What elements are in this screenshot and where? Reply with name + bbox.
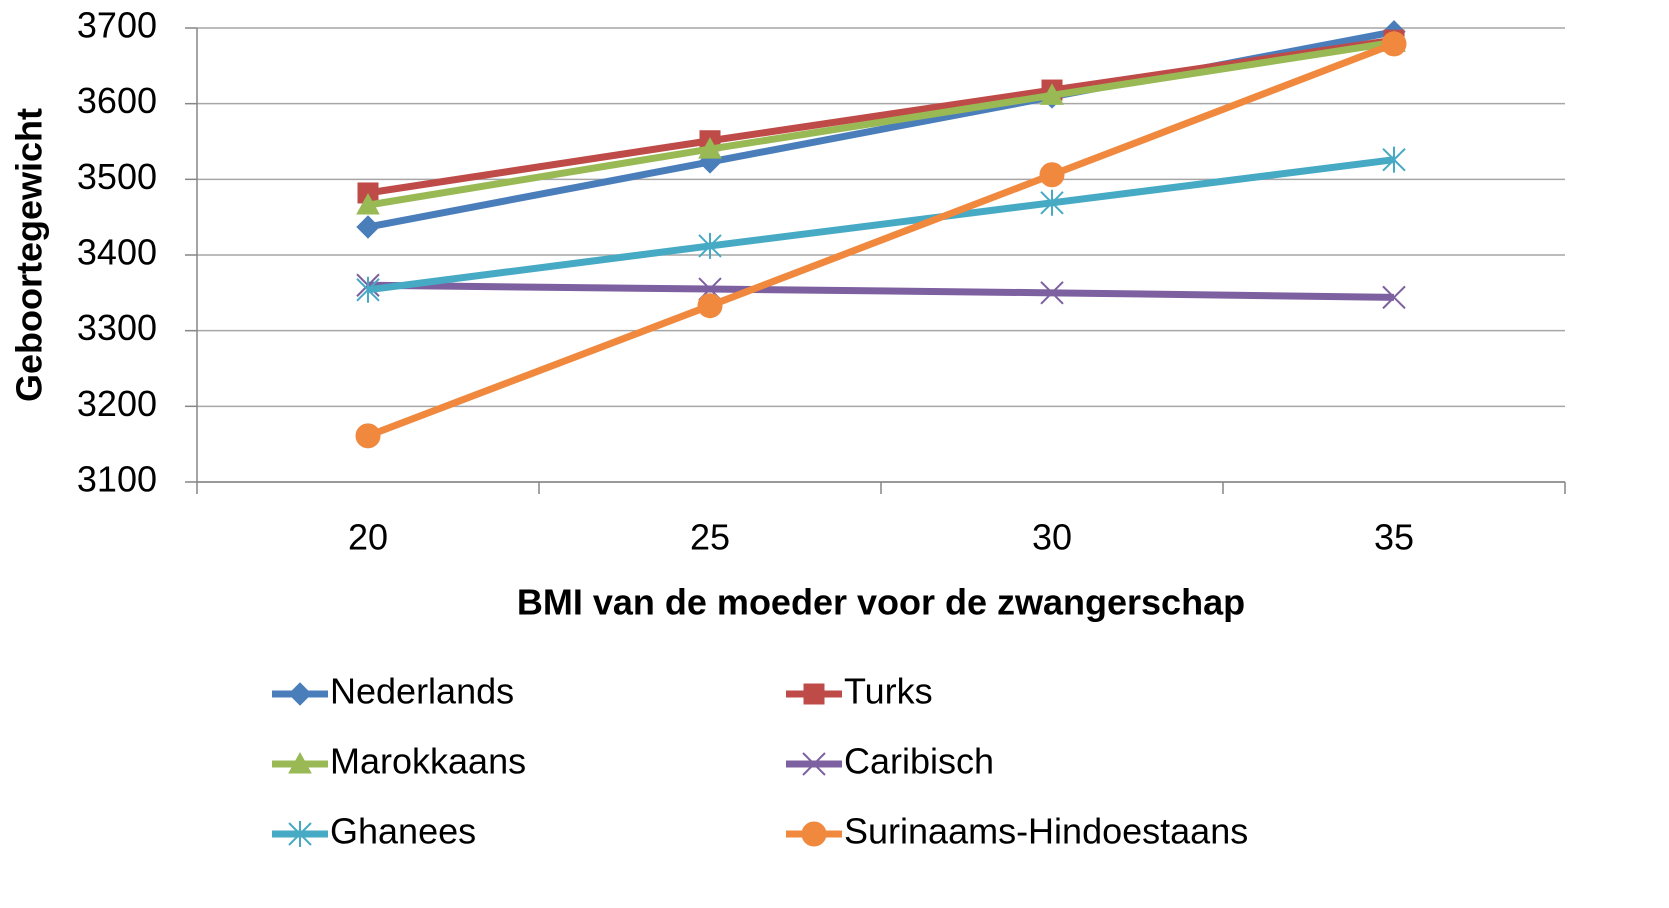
legend-label: Marokkaans [330,741,526,782]
legend-marker [803,683,825,705]
marker [697,293,723,319]
legend-marker [288,751,312,774]
line [367,38,1395,209]
marker [356,215,380,239]
y-tick-label: 3100 [77,459,157,500]
legend-item: Ghanees [272,811,476,852]
y-tick-label: 3500 [77,156,157,197]
legend-item: Surinaams-Hindoestaans [786,811,1248,852]
legend-item: Caribisch [786,741,994,782]
legend-label: Turks [844,671,933,712]
y-axis-title: Geboortegewicht [9,108,50,402]
marker [1040,189,1064,216]
line [367,281,1395,301]
marker [355,423,381,449]
legend-label: Surinaams-Hindoestaans [844,811,1248,852]
x-axis-title: BMI van de moeder voor de zwangerschap [517,582,1245,623]
series [356,20,1406,239]
marker [698,137,722,159]
marker [1040,281,1064,305]
marker [1382,146,1406,173]
y-tick-label: 3300 [77,307,157,348]
legend-marker [288,821,312,847]
legend-marker [288,682,312,706]
series [356,146,1406,303]
legend-item: Turks [786,671,933,712]
line [366,40,1396,440]
legend-label: Caribisch [844,741,994,782]
line [367,156,1395,294]
x-tick-label: 30 [1032,517,1072,558]
legend-marker [801,821,827,847]
legend-label: Ghanees [330,811,476,852]
marker [1381,31,1407,57]
marker [698,232,722,259]
marker [356,276,380,303]
legend-item: Nederlands [272,671,514,712]
x-tick-label: 20 [348,517,388,558]
line [367,36,1395,197]
y-tick-label: 3600 [77,80,157,121]
legend-marker [802,752,826,776]
x-tick-label: 35 [1374,517,1414,558]
legend-label: Nederlands [330,671,514,712]
series [355,31,1407,449]
legend-item: Marokkaans [272,741,526,782]
series [356,273,1406,310]
marker [1382,285,1406,310]
y-tick-label: 3200 [77,383,157,424]
marker [356,193,380,215]
y-tick-label: 3700 [77,5,157,46]
marker [1039,162,1065,188]
x-tick-label: 25 [690,517,730,558]
marker [1040,83,1064,105]
y-tick-label: 3400 [77,232,157,273]
